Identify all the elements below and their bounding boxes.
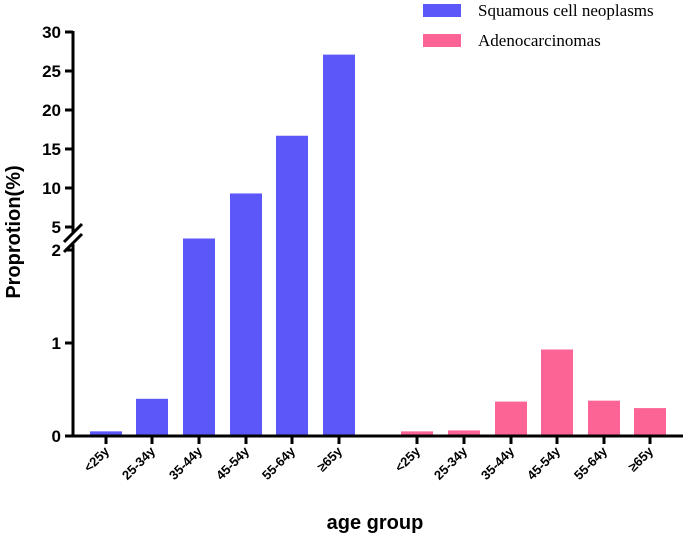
y-tick-label: 2 xyxy=(52,241,61,260)
legend: Squamous cell neoplasms Adenocarcinomas xyxy=(423,1,654,50)
x-tick-label: 45-54y xyxy=(524,443,564,483)
x-axis-title: age group xyxy=(327,512,424,534)
x-tick-label: 25-34y xyxy=(431,443,471,483)
legend-label: Adenocarcinomas xyxy=(478,31,601,50)
bar xyxy=(183,238,215,436)
bar xyxy=(90,431,122,436)
legend-label: Squamous cell neoplasms xyxy=(478,1,654,20)
x-tick-label: 55-64y xyxy=(259,443,299,483)
y-axis-title: Proprotion(%) xyxy=(3,165,25,298)
bar xyxy=(495,401,527,436)
y-tick-label: 10 xyxy=(42,179,61,198)
axis-break-mark xyxy=(62,222,84,244)
bar xyxy=(323,54,355,437)
bar xyxy=(634,408,666,436)
bar xyxy=(136,398,168,436)
x-tick-label: 55-64y xyxy=(571,443,611,483)
y-tick-label: 15 xyxy=(42,140,61,159)
bar xyxy=(541,349,573,436)
bar xyxy=(588,400,620,436)
y-tick-label: 1 xyxy=(52,334,61,353)
x-tick-label: <25y xyxy=(81,443,113,475)
x-tick-label: 35-44y xyxy=(478,443,518,483)
bar xyxy=(401,431,433,436)
y-tick-label: 20 xyxy=(42,101,61,120)
x-tick-label: 45-54y xyxy=(213,443,253,483)
x-tick-label: 25-34y xyxy=(119,443,159,483)
y-tick-label: 0 xyxy=(52,427,61,446)
x-tick-label: ≥65y xyxy=(314,443,346,475)
bars xyxy=(90,54,666,437)
legend-swatch xyxy=(423,34,461,47)
bar xyxy=(230,193,262,436)
y-tick-label: 25 xyxy=(42,62,61,81)
x-tick-label: 35-44y xyxy=(166,443,206,483)
y-tick-label: 5 xyxy=(52,218,61,237)
bar xyxy=(276,135,308,437)
category-labels: <25y 25-34y 35-44y 45-54y 55-64y ≥65y <25y 25-3… xyxy=(81,443,657,483)
y-tick-label: 30 xyxy=(42,23,61,42)
x-tick-label: <25y xyxy=(392,443,424,475)
legend-swatch xyxy=(423,4,461,17)
x-tick-label: ≥65y xyxy=(625,443,657,475)
bar xyxy=(448,430,480,436)
